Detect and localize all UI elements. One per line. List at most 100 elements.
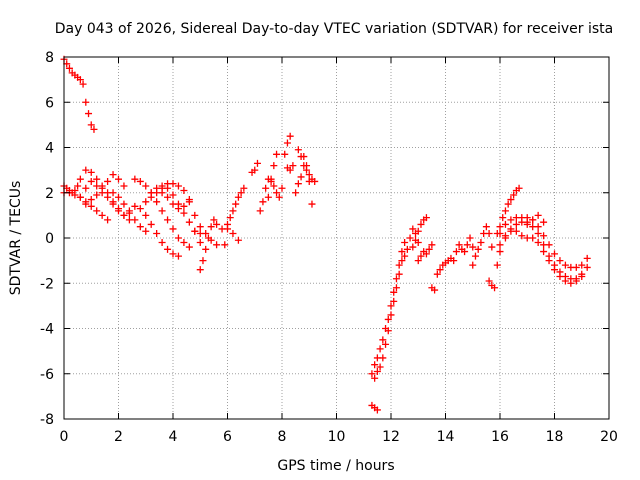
data-point (540, 232, 548, 240)
data-point (185, 243, 193, 251)
data-point (578, 261, 586, 269)
data-point (196, 223, 204, 231)
data-point (283, 139, 291, 147)
data-point (104, 193, 112, 201)
data-point (270, 182, 278, 190)
data-point (512, 227, 520, 235)
data-point (136, 205, 144, 213)
data-point (207, 236, 215, 244)
data-point (463, 241, 471, 249)
data-point (256, 207, 264, 215)
data-point (551, 266, 558, 274)
data-point (262, 184, 270, 192)
data-point (251, 166, 259, 174)
y-tick-label: 2 (45, 186, 54, 202)
data-points (60, 55, 591, 414)
data-point (174, 182, 182, 190)
series-arc-30 (433, 254, 455, 278)
series-arc-29 (428, 284, 439, 294)
data-point (142, 211, 150, 219)
data-point (180, 209, 188, 217)
data-point (87, 177, 95, 185)
data-point (373, 367, 381, 375)
series-arc-37 (493, 184, 523, 237)
series-arc-02 (60, 166, 150, 235)
data-point (158, 239, 166, 247)
data-point (164, 216, 172, 224)
data-point (499, 214, 507, 222)
data-point (109, 189, 117, 197)
y-tick-label: -2 (40, 276, 54, 292)
data-point (461, 248, 469, 256)
data-point (450, 257, 458, 265)
data-point (428, 241, 436, 249)
data-point (286, 166, 294, 174)
data-point (270, 162, 278, 170)
data-point (93, 182, 101, 190)
data-point (305, 171, 313, 179)
x-tick-label: 12 (382, 429, 400, 445)
x-tick-label: 18 (546, 429, 564, 445)
data-point (120, 211, 128, 219)
data-point (174, 205, 182, 213)
data-point (556, 257, 564, 265)
data-point (229, 229, 237, 237)
data-point (87, 196, 95, 204)
y-tick-label: 0 (45, 231, 54, 247)
data-point (436, 266, 444, 274)
data-point (278, 184, 286, 192)
data-point (286, 132, 294, 140)
data-point (275, 193, 283, 201)
data-point (164, 193, 172, 201)
data-point (273, 189, 281, 197)
data-point (136, 223, 144, 231)
data-point (87, 121, 95, 129)
data-point (273, 150, 281, 158)
y-tick-label: 4 (45, 141, 54, 157)
data-point (556, 272, 564, 280)
data-point (518, 232, 526, 240)
data-point (501, 232, 509, 240)
data-point (71, 191, 79, 199)
data-point (376, 345, 384, 353)
data-point (104, 177, 112, 185)
data-point (207, 223, 215, 231)
data-point (510, 191, 518, 199)
data-point (507, 216, 515, 224)
data-point (180, 202, 188, 210)
series-arc-05 (82, 171, 128, 208)
data-point (496, 248, 504, 256)
data-point (392, 284, 400, 292)
data-point (74, 182, 82, 190)
data-point (253, 159, 261, 167)
data-point (164, 245, 172, 253)
data-point (109, 171, 117, 179)
series-arc-38 (523, 211, 548, 228)
data-point (491, 284, 499, 292)
data-point (409, 243, 417, 251)
data-point (572, 277, 580, 285)
axis-ticks: 0 2 4 6 8 10 12 14 16 18 20 -8 -6 -4 -2 0 2 4 6 8 (40, 50, 618, 445)
data-point (390, 288, 398, 296)
data-point (403, 245, 411, 253)
data-point (120, 182, 128, 190)
data-point (382, 340, 390, 348)
data-point (131, 202, 139, 210)
series-arc-18 (267, 175, 286, 201)
data-point (76, 175, 84, 183)
data-point (115, 175, 122, 183)
y-tick-label: -6 (40, 367, 54, 383)
data-point (169, 250, 177, 258)
data-point (226, 214, 234, 222)
data-point (414, 227, 422, 235)
data-point (431, 286, 439, 294)
x-tick-label: 10 (328, 429, 346, 445)
data-point (412, 236, 420, 244)
data-point (512, 220, 520, 228)
data-point (390, 297, 398, 305)
data-point (169, 225, 177, 233)
data-point (422, 250, 430, 258)
y-axis-label: SDTVAR / TECUs (8, 181, 24, 296)
data-point (131, 175, 139, 183)
